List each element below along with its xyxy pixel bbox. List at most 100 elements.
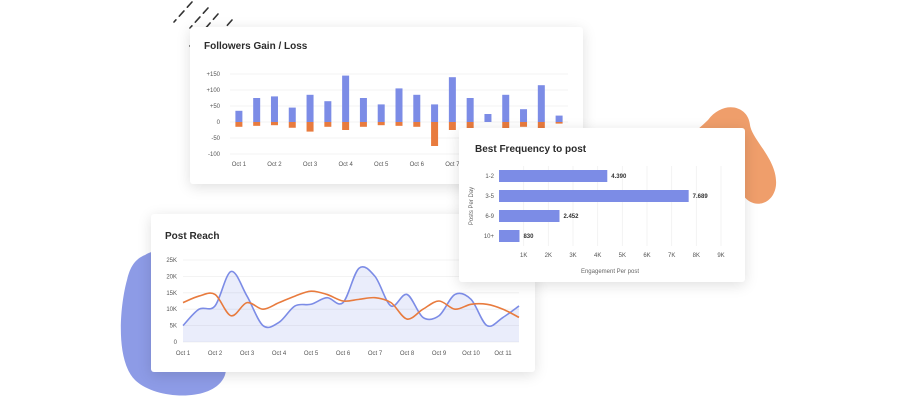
gain-bar [235,110,243,122]
frequency-bar [499,190,689,202]
loss-bar [537,122,545,130]
y-tick-label: 1-2 [485,174,494,180]
y-tick-label: +100 [206,88,220,94]
frequency-bar [499,210,560,222]
loss-bar [431,122,439,146]
gain-bar [502,94,510,122]
loss-bar [395,122,403,126]
x-tick-label: Oct 1 [232,162,247,168]
post-reach-chart-title: Post Reach [165,231,220,242]
y-tick-label: -50 [211,136,220,142]
y-tick-label: 10K [166,307,177,313]
y-tick-label: 0 [217,120,221,126]
loss-bar [288,122,296,128]
gain-bar [395,88,403,122]
y-tick-label: 0 [174,340,178,346]
x-tick-label: Oct 10 [462,351,480,357]
gain-bar [253,98,261,122]
x-tick-label: 4K [594,253,601,259]
gain-bar [342,75,350,122]
frequency-chart-title: Best Frequency to post [475,144,587,155]
bar-value-label: 2.452 [563,214,579,220]
followers-chart-title: Followers Gain / Loss [204,41,308,52]
y-tick-label: 3-5 [485,194,494,200]
loss-bar [270,122,278,126]
x-tick-label: Oct 7 [445,162,460,168]
x-tick-label: 9K [717,253,724,259]
bar-value-label: 7.689 [693,194,709,200]
y-tick-label: +150 [206,72,220,78]
bar-value-label: 830 [523,234,534,240]
x-axis-title: Engagement Per post [581,269,639,275]
gain-bar [288,107,296,122]
y-tick-label: 20K [166,274,177,280]
x-tick-label: Oct 7 [368,351,383,357]
loss-bar [502,122,510,129]
x-tick-label: Oct 9 [432,351,447,357]
gain-bar [359,98,367,122]
loss-bar [324,122,332,127]
x-tick-label: Oct 5 [374,162,389,168]
frequency-chart: 1K 2K 3K 4K 5K 6K 7K 8K 9K 1-2 4.390 3-5 7.689 6-9 2.4… [469,166,725,275]
y-tick-label: 5K [170,324,177,330]
gain-bar [466,98,474,122]
loss-bar [413,122,421,127]
frequency-bar [499,230,520,242]
gain-bar [448,77,456,122]
loss-bar [466,122,474,129]
y-tick-label: 10+ [484,234,495,240]
x-tick-label: Oct 2 [208,351,223,357]
reach-line-orange [182,290,520,320]
x-tick-label: Oct 8 [400,351,415,357]
y-axis-title: Posts Per Day [469,187,475,225]
frequency-card: Best Frequency to post 1K 2K 3K 4K 5K 6K 7K 8K 9… [459,128,745,282]
gain-bar [484,114,492,122]
y-tick-label: 15K [166,291,177,297]
x-tick-label: 7K [668,253,675,259]
loss-bar [377,122,385,126]
y-tick-label: 6-9 [485,214,494,220]
loss-bar [520,122,528,127]
y-tick-label: 25K [166,258,177,264]
gain-bar [324,101,332,122]
x-tick-label: 8K [693,253,700,259]
x-tick-label: Oct 3 [240,351,255,357]
bar-value-label: 4.390 [611,174,627,180]
frequency-bar [499,170,608,182]
x-tick-label: Oct 1 [176,351,191,357]
y-tick-label: -100 [208,152,221,158]
loss-bar [342,122,350,130]
loss-bar [555,122,563,124]
x-tick-label: 5K [619,253,626,259]
x-tick-label: Oct 5 [304,351,319,357]
gain-bar [431,104,439,122]
gain-bar [270,96,278,122]
x-tick-label: Oct 11 [494,351,512,357]
x-tick-label: Oct 6 [410,162,425,168]
loss-bar [306,122,314,132]
gain-bar [377,104,385,122]
followers-chart: +150 +100 +50 0 -50 -100 Oct 1 Oct 2 Oct 3 Oct 4 O… [206,72,568,168]
y-tick-label: +50 [210,104,221,110]
x-tick-label: Oct 6 [336,351,351,357]
loss-bar [235,122,243,127]
x-tick-label: Oct 4 [338,162,353,168]
loss-bar [253,122,261,126]
reach-area [183,266,519,342]
x-tick-label: 3K [569,253,576,259]
loss-bar [359,122,367,127]
gain-bar [520,109,528,122]
x-tick-label: 1K [520,253,527,259]
loss-bar [448,122,456,130]
gain-bar [537,85,545,122]
reach-line-blue [182,265,520,329]
x-tick-label: Oct 4 [272,351,287,357]
x-tick-label: 6K [643,253,650,259]
gain-bar [555,115,563,122]
x-tick-label: 2K [545,253,552,259]
x-tick-label: Oct 2 [267,162,282,168]
gain-bar [413,94,421,122]
gain-bar [306,94,314,122]
x-tick-label: Oct 3 [303,162,318,168]
post-reach-chart: 25K 20K 15K 10K 5K 0 Oct 1 Oct 2 Oct 3 Oct 4 Oct 5… [166,258,520,357]
